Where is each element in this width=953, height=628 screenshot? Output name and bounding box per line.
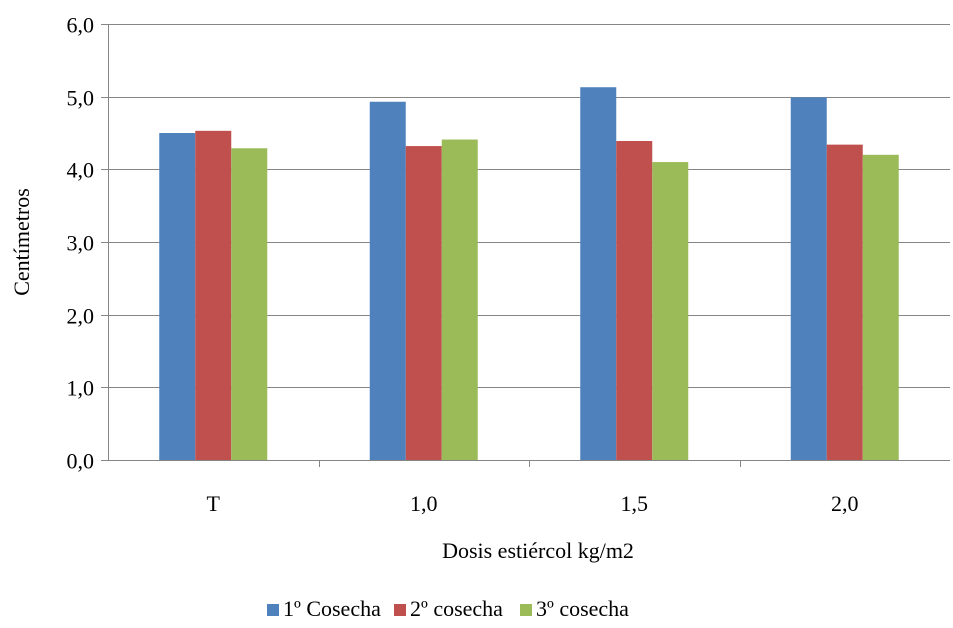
y-tick-label: 1,0 [67, 376, 95, 401]
bar [616, 140, 653, 460]
legend-item: 2º cosecha [394, 596, 503, 621]
y-tick-label: 3,0 [67, 231, 95, 256]
y-tick-label: 4,0 [67, 158, 95, 183]
bar [441, 139, 478, 461]
bar [862, 154, 899, 461]
bar [405, 146, 442, 460]
y-tick-label: 0,0 [67, 449, 95, 474]
bar [652, 162, 689, 461]
y-tick-label: 6,0 [67, 13, 95, 38]
x-tick-label: T [207, 491, 221, 516]
axes [101, 24, 950, 467]
y-axis-title: Centímetros [9, 188, 34, 296]
y-tick-labels: 0,0 1,0 2,0 3,0 4,0 5,0 6,0 [67, 13, 95, 474]
y-tick-label: 2,0 [67, 304, 95, 329]
bar [580, 87, 617, 460]
legend-label: 1º Cosecha [283, 596, 381, 621]
x-axis-title: Dosis estiércol kg/m2 [442, 538, 634, 563]
bar [826, 144, 863, 461]
legend-item: 1º Cosecha [267, 596, 381, 621]
x-tick-labels: T 1,0 1,5 2,0 [207, 491, 859, 516]
x-tick-label: 2,0 [831, 491, 859, 516]
x-tick-label: 1,0 [410, 491, 438, 516]
bar [231, 148, 268, 460]
legend-swatch [394, 604, 406, 616]
bar [159, 133, 196, 460]
legend-label: 3º cosecha [536, 596, 629, 621]
bars [159, 87, 899, 461]
bar [195, 130, 232, 460]
legend-label: 2º cosecha [410, 596, 503, 621]
bar [369, 101, 406, 461]
legend-item: 3º cosecha [520, 596, 629, 621]
legend-swatch [267, 604, 279, 616]
bar [790, 97, 827, 460]
legend-swatch [520, 604, 532, 616]
legend: 1º Cosecha 2º cosecha 3º cosecha [267, 596, 629, 621]
x-tick-label: 1,5 [621, 491, 649, 516]
y-tick-label: 5,0 [67, 86, 95, 111]
